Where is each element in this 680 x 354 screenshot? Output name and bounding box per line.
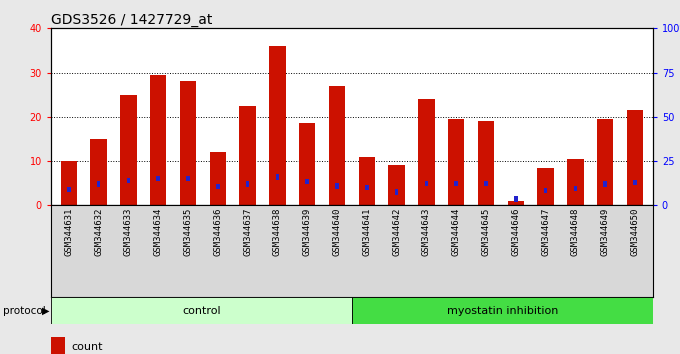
Bar xyxy=(507,201,524,205)
Bar xyxy=(478,121,494,205)
Text: GSM344649: GSM344649 xyxy=(600,208,610,256)
Text: GSM344631: GSM344631 xyxy=(65,208,73,256)
Text: myostatin inhibition: myostatin inhibition xyxy=(447,306,558,316)
Bar xyxy=(484,181,488,186)
Bar xyxy=(186,176,190,181)
Bar xyxy=(120,95,137,205)
Text: GSM344637: GSM344637 xyxy=(243,208,252,256)
Bar xyxy=(275,175,279,180)
Text: GSM344641: GSM344641 xyxy=(362,208,371,256)
Bar xyxy=(567,159,583,205)
Bar xyxy=(239,106,256,205)
Bar xyxy=(51,297,352,324)
Bar xyxy=(418,99,435,205)
Text: GSM344650: GSM344650 xyxy=(630,208,639,256)
Bar xyxy=(352,297,653,324)
Text: GSM344635: GSM344635 xyxy=(184,208,192,256)
Text: GSM344633: GSM344633 xyxy=(124,208,133,256)
Bar xyxy=(335,183,339,188)
Text: count: count xyxy=(71,342,103,352)
Text: GSM344639: GSM344639 xyxy=(303,208,311,256)
Bar xyxy=(388,166,405,205)
Text: GSM344632: GSM344632 xyxy=(94,208,103,256)
Text: GSM344643: GSM344643 xyxy=(422,208,431,256)
Text: GSM344644: GSM344644 xyxy=(452,208,460,256)
Bar xyxy=(448,119,464,205)
Bar xyxy=(299,124,316,205)
Bar xyxy=(544,188,547,193)
Text: GSM344648: GSM344648 xyxy=(571,208,580,256)
Bar xyxy=(150,75,167,205)
Bar xyxy=(269,46,286,205)
Text: GDS3526 / 1427729_at: GDS3526 / 1427729_at xyxy=(51,13,212,27)
Text: control: control xyxy=(182,306,221,316)
Bar xyxy=(633,180,636,185)
Bar xyxy=(627,110,643,205)
Bar xyxy=(537,168,554,205)
Text: GSM344636: GSM344636 xyxy=(214,208,222,256)
Bar xyxy=(358,156,375,205)
Bar xyxy=(454,181,458,186)
Text: GSM344646: GSM344646 xyxy=(511,208,520,256)
Bar xyxy=(365,185,369,190)
Bar xyxy=(209,152,226,205)
Bar xyxy=(597,119,613,205)
Bar xyxy=(61,161,77,205)
Text: GSM344647: GSM344647 xyxy=(541,208,550,256)
Bar xyxy=(329,86,345,205)
Text: GSM344642: GSM344642 xyxy=(392,208,401,256)
Bar xyxy=(395,189,398,195)
Bar xyxy=(424,181,428,186)
Bar xyxy=(67,187,71,192)
Bar xyxy=(603,181,607,187)
Bar xyxy=(156,176,160,181)
Text: GSM344640: GSM344640 xyxy=(333,208,341,256)
Bar xyxy=(573,186,577,191)
Text: GSM344638: GSM344638 xyxy=(273,208,282,256)
Text: protocol: protocol xyxy=(3,306,46,316)
Bar xyxy=(216,184,220,189)
Bar xyxy=(180,81,197,205)
Text: GSM344645: GSM344645 xyxy=(481,208,490,256)
Text: GSM344634: GSM344634 xyxy=(154,208,163,256)
Bar xyxy=(51,337,65,354)
Bar xyxy=(126,178,131,183)
Text: ▶: ▶ xyxy=(42,306,50,316)
Bar xyxy=(305,179,309,184)
Bar xyxy=(90,139,107,205)
Bar xyxy=(246,181,250,187)
Bar xyxy=(514,196,517,202)
Bar xyxy=(97,181,101,187)
